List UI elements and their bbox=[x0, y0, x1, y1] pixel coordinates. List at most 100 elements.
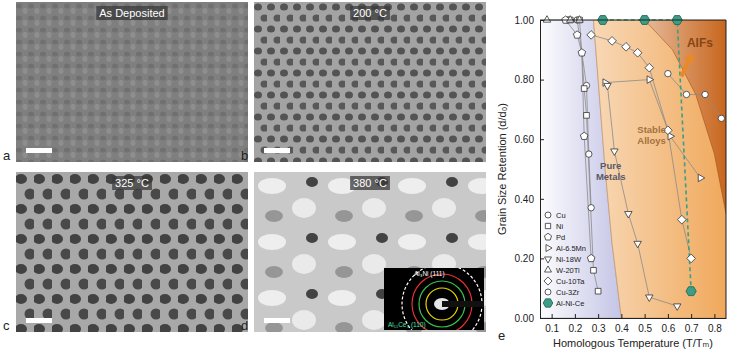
data-point bbox=[604, 83, 611, 89]
x-tick-mark bbox=[575, 314, 576, 318]
panel-letter: c bbox=[3, 318, 10, 333]
micrograph-image bbox=[254, 172, 486, 332]
micrograph-image bbox=[254, 2, 486, 162]
legend-label: Ni-18W bbox=[556, 255, 582, 264]
beam-stop bbox=[442, 301, 484, 307]
y-tick: 0.60 bbox=[515, 134, 544, 145]
data-point bbox=[573, 31, 581, 38]
data-point bbox=[584, 113, 590, 119]
data-point bbox=[633, 48, 642, 57]
x-axis-line bbox=[541, 318, 727, 319]
panel-letter: a bbox=[3, 148, 11, 163]
series-line bbox=[568, 20, 591, 208]
data-point bbox=[586, 151, 592, 157]
data-point bbox=[634, 241, 641, 247]
x-tick-label: 0.5 bbox=[638, 323, 652, 334]
data-marks bbox=[543, 16, 724, 311]
data-point bbox=[622, 43, 631, 52]
data-point bbox=[678, 215, 687, 224]
y-axis: 0.000.200.400.600.801.00 bbox=[515, 15, 544, 324]
series-line bbox=[668, 74, 721, 119]
x-tick-mark bbox=[691, 314, 692, 318]
legend-marker bbox=[546, 244, 552, 251]
legend-marker bbox=[545, 289, 551, 295]
y-tick-mark bbox=[540, 80, 544, 81]
x-tick-mark bbox=[552, 314, 553, 318]
series-line bbox=[566, 20, 592, 258]
panel-label-bg bbox=[96, 6, 167, 20]
panel-label: 200 °C bbox=[353, 7, 387, 19]
legend-entry: Al-6.5Mn bbox=[546, 244, 586, 253]
panel-label: As Deposited bbox=[99, 7, 164, 19]
y-tick-label: 0.20 bbox=[515, 253, 535, 264]
legend-entry: Al-Ni-Ce bbox=[543, 299, 584, 308]
figure-svg: As Deposited a 200 °C b 325 °C c 380 °C Al₃Ni (… bbox=[0, 0, 751, 353]
micrograph-panel: 325 °C bbox=[16, 172, 248, 332]
x-tick: 0.4 bbox=[615, 314, 629, 334]
data-point bbox=[580, 132, 588, 139]
legend-label: Pd bbox=[556, 233, 565, 242]
data-point bbox=[665, 70, 671, 76]
legend-label: Cu-10Ta bbox=[556, 277, 585, 286]
data-point bbox=[683, 91, 689, 97]
data-point bbox=[647, 76, 653, 83]
panel-letter: b bbox=[241, 148, 248, 163]
data-point bbox=[543, 16, 550, 22]
micrograph-image bbox=[16, 2, 248, 162]
legend-label: Al-6.5Mn bbox=[556, 244, 586, 253]
legend-entry: Cu bbox=[545, 211, 566, 220]
data-point bbox=[608, 37, 617, 46]
annotation-arrow-shaft bbox=[681, 58, 690, 76]
panel-label-bg bbox=[350, 6, 390, 20]
y-axis-line bbox=[540, 21, 541, 319]
x-tick: 0.6 bbox=[661, 314, 675, 334]
micrograph-image bbox=[16, 172, 248, 332]
scale-bar bbox=[26, 148, 52, 153]
y-tick: 0.80 bbox=[515, 74, 544, 85]
data-point bbox=[718, 115, 724, 121]
legend: CuNiPdAl-6.5MnNi-18WW-20TiCu-10TaCu-3ZrA… bbox=[543, 211, 586, 308]
scale-bar bbox=[26, 318, 52, 323]
inset-label: Al₃Ni (111) bbox=[414, 270, 445, 278]
x-tick-label: 0.1 bbox=[545, 323, 559, 334]
region-label: AIFs bbox=[687, 36, 713, 50]
figure: As Deposited a 200 °C b 325 °C c 380 °C Al₃Ni (… bbox=[0, 0, 751, 353]
x-axis: 0.10.20.30.40.50.60.70.8 bbox=[541, 314, 727, 334]
legend-label: Cu bbox=[556, 211, 566, 220]
series-line bbox=[603, 20, 691, 291]
y-tick: 0.20 bbox=[515, 253, 544, 264]
y-tick-mark bbox=[540, 318, 544, 319]
x-tick: 0.8 bbox=[708, 314, 722, 334]
micrograph-panel: 380 °C Al₃Ni (111) Al₁₁Ce₃ (110) bbox=[254, 172, 487, 344]
y-tick-mark bbox=[540, 139, 544, 140]
plot-frame bbox=[540, 20, 726, 318]
data-point bbox=[625, 212, 632, 218]
panel-label-bg bbox=[350, 176, 390, 190]
data-point bbox=[576, 16, 583, 22]
inset-label: Al₁₁Ce₃ (110) bbox=[388, 321, 426, 329]
y-tick-mark bbox=[540, 20, 544, 21]
x-tick-label: 0.6 bbox=[661, 323, 675, 334]
y-tick-label: 0.00 bbox=[515, 313, 535, 324]
region-area bbox=[593, 20, 726, 318]
micrograph-panel: As Deposited bbox=[16, 2, 248, 162]
data-point bbox=[588, 205, 594, 211]
panel-label: 380 °C bbox=[353, 177, 387, 189]
x-tick-mark bbox=[668, 314, 669, 318]
x-tick-mark bbox=[714, 314, 715, 318]
x-tick-label: 0.8 bbox=[708, 323, 722, 334]
x-tick-mark bbox=[621, 314, 622, 318]
data-point bbox=[698, 174, 704, 181]
data-point bbox=[646, 295, 653, 301]
region-label: Pure bbox=[600, 160, 621, 171]
y-tick-label: 1.00 bbox=[515, 15, 535, 26]
y-axis-title: Grain Size Retention (d/d₀) bbox=[496, 103, 508, 235]
legend-entry: Ni-18W bbox=[544, 255, 581, 264]
y-tick-mark bbox=[540, 199, 544, 200]
data-point bbox=[591, 267, 597, 273]
data-point bbox=[687, 254, 696, 263]
x-tick: 0.7 bbox=[685, 314, 699, 334]
legend-entry: Ni bbox=[545, 222, 563, 231]
legend-label: Cu-3Zr bbox=[556, 288, 580, 297]
data-point bbox=[686, 287, 696, 296]
